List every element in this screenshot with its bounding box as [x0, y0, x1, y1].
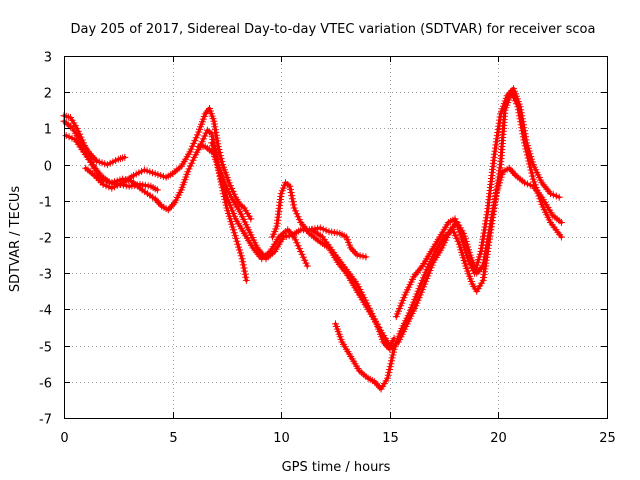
x-tick-label: 20 — [490, 431, 507, 446]
y-tick-label: -5 — [39, 341, 52, 356]
x-tick-label: 10 — [273, 431, 290, 446]
x-tick-label: 0 — [60, 431, 68, 446]
markers-trace-a — [60, 117, 129, 169]
y-tick-label: -1 — [39, 196, 52, 211]
markers-trace-f — [208, 139, 370, 263]
x-axis-label: GPS time / hours — [282, 460, 391, 475]
markers-trace-d — [60, 112, 250, 284]
y-axis-label: SDTVAR / TECUs — [8, 186, 23, 293]
plot-frame — [64, 56, 608, 419]
y-tick-label: 3 — [44, 51, 52, 66]
data-markers — [60, 85, 565, 393]
y-tick-label: -2 — [39, 232, 52, 247]
y-tick-label: -4 — [39, 304, 52, 319]
x-tick-label: 15 — [382, 431, 399, 446]
markers-trace-j — [392, 85, 563, 321]
markers-trace-h — [308, 164, 565, 353]
axis-ticks: 0 5 10 15 20 25 -7 -6 -5 -4 -3 -2 -1 0 1 2 3 — [39, 51, 616, 447]
y-tick-label: -7 — [39, 413, 52, 428]
chart-title: Day 205 of 2017, Sidereal Day-to-day VTE… — [71, 22, 596, 37]
y-tick-label: 0 — [44, 160, 52, 175]
y-tick-label: -3 — [39, 268, 52, 283]
x-tick-label: 25 — [599, 431, 616, 446]
y-tick-label: -6 — [39, 377, 52, 392]
y-tick-label: 1 — [44, 123, 52, 138]
markers-trace-c — [82, 105, 255, 223]
y-tick-label: 2 — [44, 87, 52, 102]
x-tick-label: 5 — [169, 431, 177, 446]
grid-layer — [64, 56, 607, 418]
